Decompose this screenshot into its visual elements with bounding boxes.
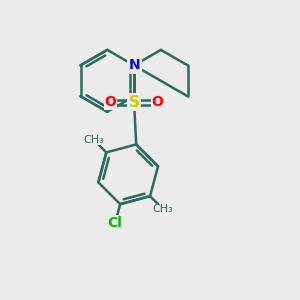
Text: O: O bbox=[105, 95, 116, 109]
Text: Cl: Cl bbox=[108, 217, 122, 230]
Text: O: O bbox=[152, 95, 164, 109]
Text: CH₃: CH₃ bbox=[83, 134, 104, 145]
Text: N: N bbox=[128, 58, 140, 72]
Text: S: S bbox=[129, 95, 140, 110]
Text: CH₃: CH₃ bbox=[153, 204, 173, 214]
